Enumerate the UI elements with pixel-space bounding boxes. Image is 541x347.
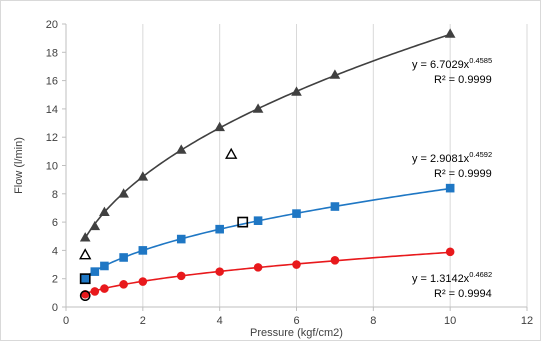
axes: 0 2 4 6 8 10 12 14 16 18 20 0 2 4 6 8 10 12 xyxy=(46,19,533,327)
y-tick-label: 8 xyxy=(52,189,58,201)
x-axis-title: Pressure (kgf/cm2) xyxy=(250,327,343,339)
y-tick-label: 10 xyxy=(46,161,58,173)
square-data-point xyxy=(176,234,186,244)
y-tick-label: 6 xyxy=(52,217,58,229)
y-tick-label: 14 xyxy=(46,104,58,116)
open-triangle-marker xyxy=(79,248,92,260)
trendline-r-squared: R² = 0.9999 xyxy=(434,74,492,86)
square-data-point xyxy=(100,261,109,271)
square-data-point xyxy=(80,274,90,284)
triangle-data-point xyxy=(329,69,341,79)
triangle-data-point xyxy=(137,171,149,181)
triangle-series-trendline xyxy=(84,33,451,239)
x-tick-label: 2 xyxy=(140,315,146,327)
triangle-data-point xyxy=(252,103,264,113)
circle-data-point xyxy=(100,284,109,293)
y-tick-label: 12 xyxy=(46,132,58,144)
square-data-point xyxy=(330,202,340,211)
triangle-data-point xyxy=(99,206,110,216)
circle-data-point xyxy=(330,256,340,265)
triangle-data-point xyxy=(214,121,225,132)
open-markers xyxy=(79,147,249,302)
trendline-exponent: 0.4682 xyxy=(469,270,492,279)
square-data-point xyxy=(253,216,263,225)
triangle-data-point xyxy=(444,28,456,38)
open-square-marker xyxy=(79,273,91,285)
y-tick-label: 0 xyxy=(52,302,58,314)
circle-data-point xyxy=(176,271,186,281)
gridlines xyxy=(142,24,528,307)
circle-data-point xyxy=(253,263,263,272)
circle-data-point xyxy=(119,280,128,289)
y-tick-label: 16 xyxy=(46,76,58,88)
circle-data-point xyxy=(445,247,455,257)
square-data-point xyxy=(90,267,100,276)
circle-data-point xyxy=(292,260,301,269)
square-data-point xyxy=(215,224,224,234)
circle-data-point xyxy=(215,267,224,276)
triangle-data-point xyxy=(118,188,129,198)
y-axis-title: Flow (l/min) xyxy=(13,137,25,194)
y-tick-label: 18 xyxy=(46,47,58,59)
triangle-data-point xyxy=(291,86,302,96)
data-markers xyxy=(79,28,456,299)
x-tick-label: 6 xyxy=(293,315,299,327)
y-tick-label: 20 xyxy=(46,19,58,31)
square-data-point xyxy=(119,253,128,262)
triangle-data-point xyxy=(175,144,187,154)
x-tick-label: 4 xyxy=(217,315,223,327)
circle-data-point xyxy=(138,277,148,286)
open-square-marker xyxy=(237,216,249,228)
square-data-point xyxy=(292,209,301,218)
trendline-r-squared: R² = 0.9994 xyxy=(434,288,492,300)
square-data-point xyxy=(445,183,455,193)
open-triangle-marker xyxy=(225,147,238,159)
x-tick-label: 0 xyxy=(63,315,69,327)
square-data-point xyxy=(138,246,148,255)
circle-data-point xyxy=(90,287,100,296)
trendline-exponent: 0.4585 xyxy=(469,56,492,65)
triangle-data-point xyxy=(89,220,101,231)
x-tick-label: 8 xyxy=(370,315,376,327)
x-tick-label: 12 xyxy=(521,315,533,327)
triangle-data-point xyxy=(79,232,91,242)
y-tick-label: 2 xyxy=(52,274,58,286)
open-circle-marker xyxy=(79,290,91,302)
trendline-r-squared: R² = 0.9999 xyxy=(434,168,492,180)
x-tick-label: 10 xyxy=(444,315,456,327)
trendline-exponent: 0.4592 xyxy=(469,150,492,159)
y-tick-label: 4 xyxy=(52,245,58,257)
